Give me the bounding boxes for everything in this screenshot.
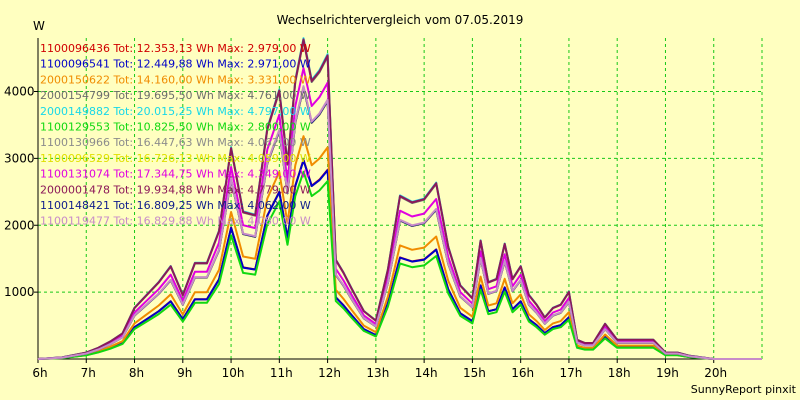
x-tick-label: 15h [463,366,486,380]
legend-entry-1: 1100096436 Tot: 12.353,13 Wh Max: 2.979,… [40,42,311,55]
x-tick-label: 6h [32,366,47,380]
series-line-3 [37,135,762,360]
legend-entry-10: 2000001478 Tot: 19.934,88 Wh Max: 4.779,… [40,183,311,196]
series-line-10 [37,38,762,360]
x-tick-label: 16h [511,366,534,380]
legend-entry-4: 2000154799 Tot: 19.695,50 Wh Max: 4.761,… [40,89,311,102]
legend-entry-6: 1100129553 Tot: 10.825,50 Wh Max: 2.800,… [40,121,311,134]
y-axis-unit: W [33,19,45,33]
x-tick-label: 11h [270,366,293,380]
series-line-9 [37,67,762,360]
series-line-6 [37,170,762,360]
x-tick-label: 10h [222,366,245,380]
x-tick-label: 12h [318,366,341,380]
footer-credit: SunnyReport pinxit [691,383,797,396]
legend-entry-3: 2000150622 Tot: 14.160,00 Wh Max: 3.331,… [40,73,311,86]
legend-entry-5: 2000149882 Tot: 20.015,25 Wh Max: 4.797,… [40,105,311,118]
x-tick-label: 9h [177,366,192,380]
x-tick-label: 20h [704,366,727,380]
legend-entry-9: 1100131074 Tot: 17.344,75 Wh Max: 4.349,… [40,168,311,181]
y-tick-label: 1000 [4,285,35,299]
x-tick-label: 14h [415,366,438,380]
x-tick-label: 7h [81,366,96,380]
x-tick-label: 18h [608,366,631,380]
x-tick-label: 17h [559,366,582,380]
legend: 1100096436 Tot: 12.353,13 Wh Max: 2.979,… [40,42,311,228]
legend-entry-2: 1100096541 Tot: 12.449,88 Wh Max: 2.971,… [40,58,311,71]
chart-title: Wechselrichtervergleich vom 07.05.2019 [277,13,524,27]
y-tick-label: 4000 [4,85,35,99]
legend-entry-12: 1100119477 Tot: 16.829,88 Wh Max: 4.080,… [40,215,311,228]
legend-entry-8: 1100096529 Tot: 16.726,13 Wh Max: 4.059,… [40,152,311,165]
axes: 6h 7h 8h 9h 10h 11h 12h 13h 14h 15h 16h 17h 18h 19h 20… [4,38,762,380]
series-lines [37,37,762,360]
legend-entry-11: 1100148421 Tot: 16.809,25 Wh Max: 4.062,… [40,199,311,212]
series-line-12 [37,85,762,360]
x-tick-label: 19h [656,366,679,380]
y-tick-label: 2000 [4,218,35,232]
legend-entry-7: 1100130966 Tot: 16.447,63 Wh Max: 4.062,… [40,136,311,149]
y-tick-label: 3000 [4,151,35,165]
x-tick-label: 8h [129,366,144,380]
x-tick-label: 13h [366,366,389,380]
